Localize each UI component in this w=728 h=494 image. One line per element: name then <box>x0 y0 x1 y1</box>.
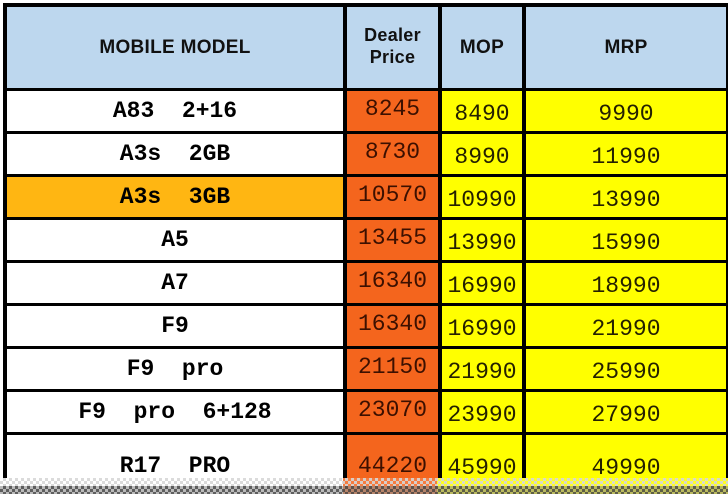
dealer-price-cell: 10570 <box>343 173 442 220</box>
model-cell: F9 pro <box>3 345 347 392</box>
mop-cell: 8490 <box>438 87 526 134</box>
header-mrp: MRP <box>522 3 728 91</box>
header-dealer-price: Dealer Price <box>343 3 442 91</box>
mop-cell: 16990 <box>438 302 526 349</box>
mop-cell: 10990 <box>438 173 526 220</box>
table-row: R17 PRO 44220 45990 49990 <box>3 431 728 494</box>
table-row: A7 16340 16990 18990 <box>3 259 728 306</box>
model-cell: A7 <box>3 259 347 306</box>
table-body: A83 2+16 8245 8490 9990 A3s 2GB 8730 899… <box>3 87 728 494</box>
table-row: A83 2+16 8245 8490 9990 <box>3 87 728 134</box>
dealer-price-cell: 16340 <box>343 302 442 349</box>
mobile-price-table: MOBILE MODEL Dealer Price MOP MRP A83 2+… <box>3 3 728 494</box>
mrp-cell: 15990 <box>522 216 728 263</box>
header-mobile-model: MOBILE MODEL <box>3 3 347 91</box>
table-header: MOBILE MODEL Dealer Price MOP MRP <box>3 3 728 91</box>
table-row: F9 pro 21150 21990 25990 <box>3 345 728 392</box>
mop-cell: 16990 <box>438 259 526 306</box>
mrp-cell: 11990 <box>522 130 728 177</box>
model-cell: F9 pro 6+128 <box>3 388 347 435</box>
mrp-cell: 9990 <box>522 87 728 134</box>
dealer-price-cell: 44220 <box>343 431 442 494</box>
model-cell: A3s 2GB <box>3 130 347 177</box>
table-row: A3s 2GB 8730 8990 11990 <box>3 130 728 177</box>
dealer-price-cell: 21150 <box>343 345 442 392</box>
mop-cell: 23990 <box>438 388 526 435</box>
dealer-price-cell: 23070 <box>343 388 442 435</box>
mrp-cell: 13990 <box>522 173 728 220</box>
mop-cell: 13990 <box>438 216 526 263</box>
model-cell: A5 <box>3 216 347 263</box>
table-row: A3s 3GB 10570 10990 13990 <box>3 173 728 220</box>
table-row: A5 13455 13990 15990 <box>3 216 728 263</box>
mrp-cell: 49990 <box>522 431 728 494</box>
model-cell: R17 PRO <box>3 431 347 494</box>
header-row: MOBILE MODEL Dealer Price MOP MRP <box>3 3 728 91</box>
dealer-price-cell: 8730 <box>343 130 442 177</box>
model-cell: A3s 3GB <box>3 173 347 220</box>
mrp-cell: 25990 <box>522 345 728 392</box>
model-cell: F9 <box>3 302 347 349</box>
dealer-price-cell: 8245 <box>343 87 442 134</box>
mop-cell: 21990 <box>438 345 526 392</box>
mrp-cell: 21990 <box>522 302 728 349</box>
dealer-price-cell: 13455 <box>343 216 442 263</box>
mop-cell: 8990 <box>438 130 526 177</box>
mop-cell: 45990 <box>438 431 526 494</box>
header-mop: MOP <box>438 3 526 91</box>
mrp-cell: 18990 <box>522 259 728 306</box>
table-row: F9 pro 6+128 23070 23990 27990 <box>3 388 728 435</box>
model-cell: A83 2+16 <box>3 87 347 134</box>
table-row: F9 16340 16990 21990 <box>3 302 728 349</box>
dealer-price-cell: 16340 <box>343 259 442 306</box>
mrp-cell: 27990 <box>522 388 728 435</box>
